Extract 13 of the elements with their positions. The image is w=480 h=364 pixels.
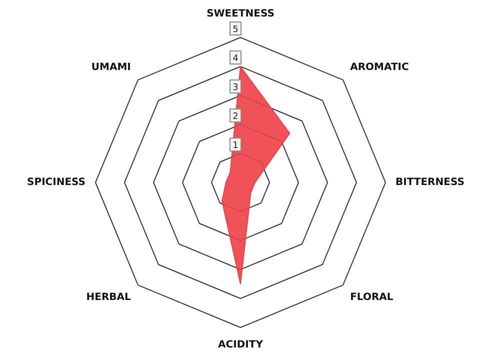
y-tick-label: 3	[232, 83, 238, 93]
spoke-label: UMAMI	[91, 62, 131, 73]
spoke-label: SWEETNESS	[206, 8, 274, 20]
y-tick-label: 2	[232, 112, 238, 122]
spoke-label: SPICINESS	[27, 177, 86, 188]
y-tick-label: 1	[232, 141, 238, 151]
y-tick-label: 4	[232, 54, 239, 64]
spoke-label: AROMATIC	[350, 62, 409, 73]
spoke-label: HERBAL	[86, 292, 132, 304]
spoke-label: ACIDITY	[218, 340, 264, 350]
spoke-label: BITTERNESS	[396, 177, 464, 188]
spoke-label: FLORAL	[350, 292, 394, 304]
y-tick-label: 5	[232, 25, 238, 35]
